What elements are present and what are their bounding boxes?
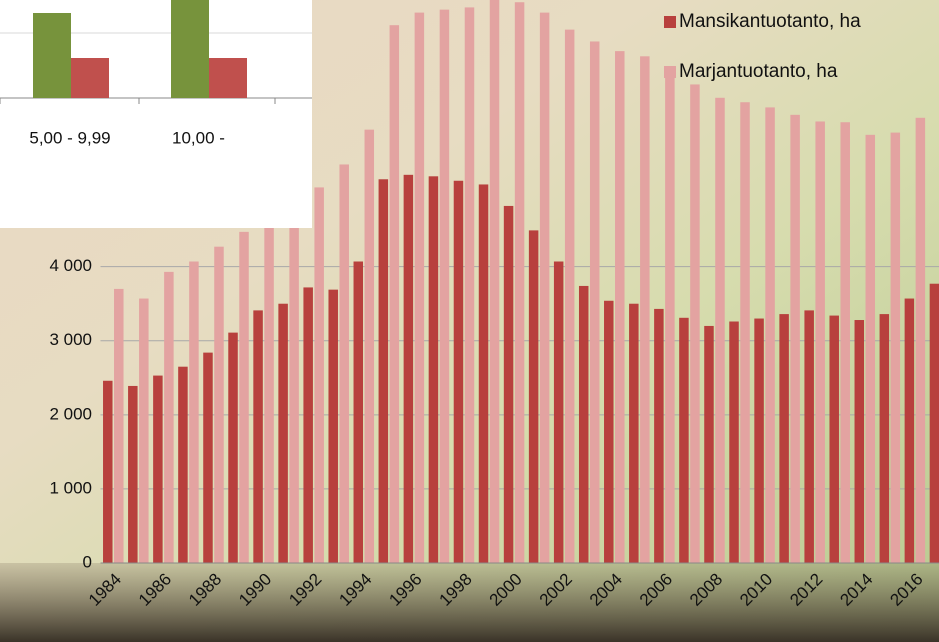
bar — [439, 9, 450, 564]
overlay-bar — [171, 0, 209, 98]
legend-label: Mansikantuotanto, ha — [679, 11, 861, 32]
y-tick-label: 2 000 — [49, 404, 92, 423]
bar — [339, 164, 349, 563]
bar — [840, 122, 850, 564]
bar — [829, 315, 839, 563]
bar — [378, 179, 389, 563]
bar — [754, 318, 764, 563]
bar — [228, 332, 238, 563]
bar — [665, 74, 675, 564]
bar — [915, 117, 926, 564]
bar — [640, 56, 650, 564]
bar — [715, 97, 725, 563]
bar — [414, 12, 425, 563]
bar — [790, 114, 800, 564]
bar — [189, 261, 199, 563]
legend-swatch — [664, 16, 676, 28]
bar — [153, 375, 163, 563]
bar — [729, 321, 739, 563]
bar — [289, 200, 299, 563]
bar — [314, 187, 324, 563]
bar — [740, 102, 750, 564]
bar — [164, 271, 174, 563]
bar — [654, 308, 664, 563]
legend-swatch — [664, 66, 676, 78]
bar — [178, 366, 188, 563]
bar — [865, 134, 876, 564]
bar — [854, 320, 865, 563]
bar — [403, 174, 414, 564]
overlay-bar — [209, 58, 247, 98]
bar — [564, 29, 575, 563]
bar — [890, 132, 901, 563]
bar — [679, 317, 689, 563]
bar — [353, 261, 364, 563]
overlay-bar — [33, 13, 71, 98]
bar — [904, 298, 915, 563]
overlay-card: 5,00 - 9,99 10,00 - — [0, 0, 312, 228]
bar — [578, 285, 589, 563]
bar — [553, 261, 564, 563]
bar — [278, 303, 288, 563]
bar — [503, 205, 514, 564]
bar — [539, 12, 550, 563]
legend-label: Marjantuotanto, ha — [679, 61, 838, 82]
bar — [879, 314, 890, 563]
y-tick-label: 3 000 — [49, 330, 92, 349]
bar — [604, 300, 614, 563]
bar — [615, 51, 625, 564]
bar — [929, 283, 939, 563]
bar — [489, 0, 500, 563]
legend: Mansikantuotanto, ha Marjantuotanto, ha — [664, 11, 861, 82]
bar — [704, 325, 714, 563]
bar — [303, 287, 313, 563]
overlay-bar — [71, 58, 109, 98]
bar — [453, 180, 464, 563]
bar — [815, 121, 825, 563]
bar — [478, 184, 489, 563]
bar — [514, 2, 525, 564]
bar — [128, 385, 138, 563]
bar — [139, 298, 149, 563]
bar — [239, 231, 249, 563]
bar — [589, 41, 600, 564]
overlay-label: 10,00 - — [172, 128, 225, 147]
bar — [779, 314, 789, 563]
bar — [528, 230, 539, 563]
bar — [264, 214, 274, 563]
bar — [364, 129, 375, 563]
bar — [203, 352, 213, 563]
background-foot — [0, 563, 939, 642]
bar — [214, 246, 224, 563]
bar — [389, 25, 400, 564]
y-tick-label: 0 — [83, 552, 92, 571]
bar — [690, 84, 700, 563]
bar — [103, 380, 113, 563]
y-tick-label: 1 000 — [49, 478, 92, 497]
bar — [328, 289, 338, 563]
bar — [428, 176, 439, 563]
y-tick-label: 4 000 — [49, 256, 92, 275]
bar — [464, 7, 475, 563]
bar — [804, 310, 814, 563]
overlay-label: 5,00 - 9,99 — [29, 128, 110, 147]
bar — [629, 303, 639, 563]
bar — [765, 107, 775, 563]
bar — [253, 310, 263, 563]
bar — [114, 288, 124, 563]
